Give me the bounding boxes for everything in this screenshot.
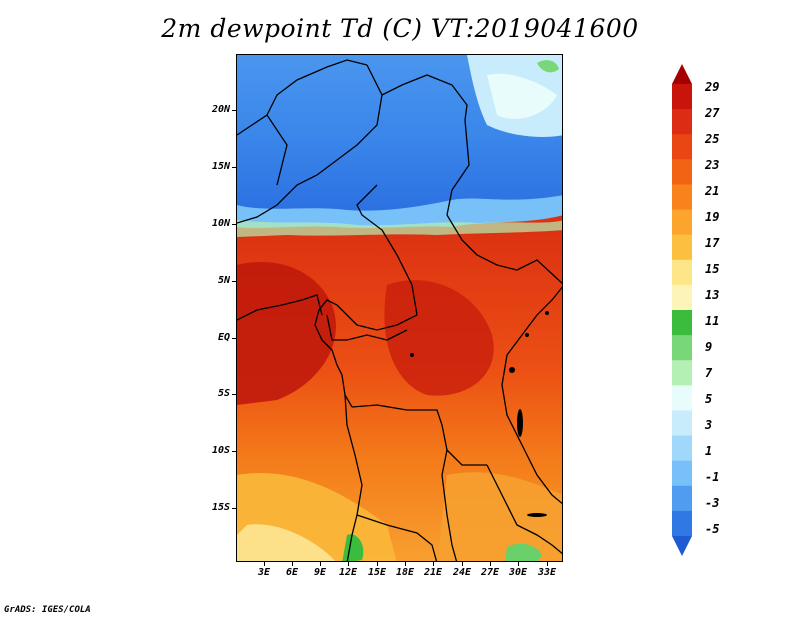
lon-tick (348, 562, 349, 566)
lat-label-15s: 15S (211, 502, 230, 513)
colorbar-label-5: 5 (705, 392, 713, 406)
lat-tick (232, 508, 236, 509)
colorbar-segment (672, 460, 692, 487)
lon-label-24e: 24E (452, 567, 472, 578)
colorbar-label-1: 1 (705, 444, 713, 458)
lon-label-15e: 15E (367, 567, 387, 578)
lat-label-20n: 20N (211, 104, 230, 115)
colorbar-label-25: 25 (705, 132, 720, 146)
colorbar-label-neg5: -5 (705, 522, 720, 536)
colorbar-segment (672, 284, 692, 311)
lat-tick (232, 281, 236, 282)
lon-tick (320, 562, 321, 566)
colorbar-segment (672, 310, 692, 336)
colorbar-segment (672, 259, 692, 286)
colorbar-segment (672, 485, 692, 512)
lon-label-6e: 6E (285, 567, 299, 578)
lon-tick (547, 562, 548, 566)
colorbar-segment (672, 84, 692, 110)
colorbar-segment (672, 510, 692, 537)
lat-tick (232, 394, 236, 395)
colorbar-label-neg3: -3 (705, 496, 720, 510)
colorbar-label-29: 29 (705, 80, 720, 94)
colorbar-label-17: 17 (705, 236, 720, 250)
colorbar-segment (672, 335, 692, 361)
colorbar-label-11: 11 (705, 314, 720, 328)
lat-tick (232, 167, 236, 168)
colorbar-segment (672, 234, 692, 261)
colorbar-segment (672, 184, 692, 211)
lon-tick (518, 562, 519, 566)
lon-tick (292, 562, 293, 566)
lat-label-15n: 15N (211, 161, 230, 172)
colorbar-segment (672, 360, 692, 386)
colorbar-label-7: 7 (705, 366, 713, 380)
colorbar-label-27: 27 (705, 106, 720, 120)
lat-label-10n: 10N (211, 218, 230, 229)
colorbar (672, 64, 692, 556)
lon-tick (462, 562, 463, 566)
lat-tick (232, 451, 236, 452)
colorbar-segment (672, 385, 692, 411)
colorbar-label-9: 9 (705, 340, 713, 354)
colorbar-segment (672, 435, 692, 462)
lon-label-3e: 3E (257, 567, 271, 578)
colorbar-label-19: 19 (705, 210, 720, 224)
lat-tick (232, 224, 236, 225)
colorbar-label-15: 15 (705, 262, 720, 276)
colorbar-segment (672, 64, 692, 84)
lat-tick (232, 338, 236, 339)
lat-tick (232, 110, 236, 111)
lon-label-30e: 30E (508, 567, 528, 578)
colorbar-segment (672, 209, 692, 236)
colorbar-label-23: 23 (705, 158, 720, 172)
lon-label-12e: 12E (338, 567, 358, 578)
lon-tick (490, 562, 491, 566)
colorbar-label-3: 3 (705, 418, 713, 432)
lon-label-18e: 18E (395, 567, 415, 578)
lat-label-5n: 5N (217, 275, 230, 286)
map-title: 2m dewpoint Td (C) VT:2019041600 (161, 14, 639, 43)
colorbar-segment (672, 134, 692, 160)
colorbar-label-21: 21 (705, 184, 720, 198)
lat-label-eq: EQ (217, 332, 230, 343)
lon-label-27e: 27E (480, 567, 500, 578)
lon-label-33e: 33E (537, 567, 557, 578)
colorbar-segment (672, 536, 692, 556)
grads-credit: GrADS: IGES/COLA (4, 605, 91, 615)
lon-tick (377, 562, 378, 566)
colorbar-segment (672, 159, 692, 185)
lon-tick (264, 562, 265, 566)
colorbar-label-neg1: -1 (705, 470, 720, 484)
lat-label-10s: 10S (211, 445, 230, 456)
lon-tick (405, 562, 406, 566)
colorbar-label-13: 13 (705, 288, 720, 302)
dewpoint-map (236, 54, 563, 562)
lon-tick (433, 562, 434, 566)
lon-label-9e: 9E (313, 567, 327, 578)
colorbar-segment (672, 109, 692, 135)
colorbar-segment (672, 410, 692, 437)
lon-label-21e: 21E (423, 567, 443, 578)
lat-label-5s: 5S (217, 388, 230, 399)
